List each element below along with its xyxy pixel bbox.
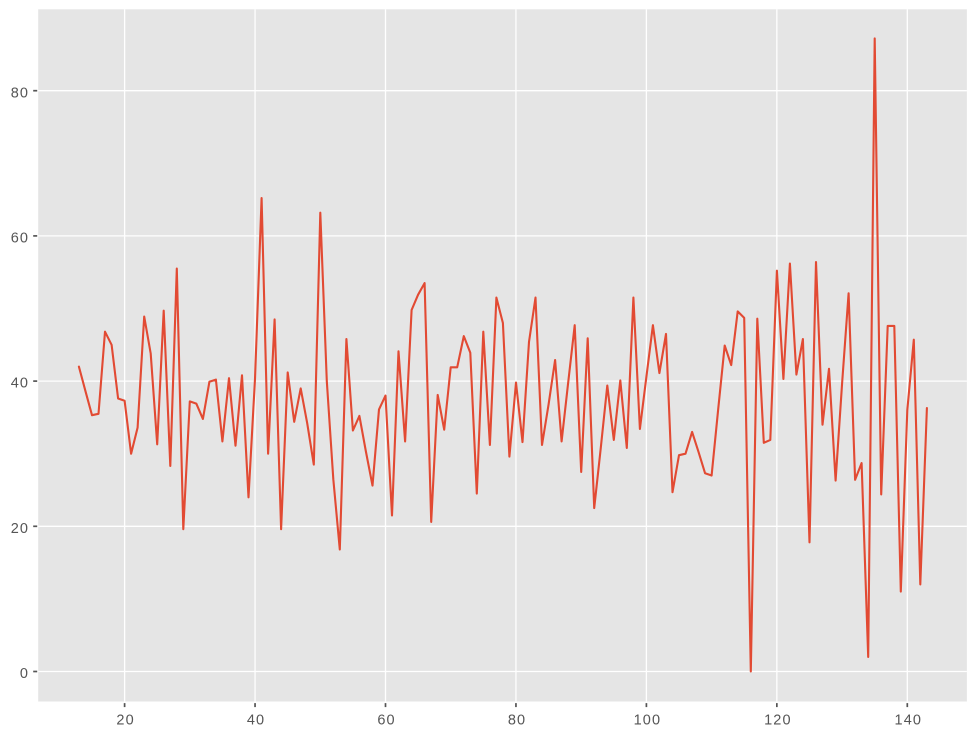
svg-text:40: 40 [247,712,265,728]
svg-text:40: 40 [11,376,29,392]
svg-text:0: 0 [20,666,29,682]
svg-text:80: 80 [508,712,526,728]
svg-text:60: 60 [377,712,395,728]
svg-text:20: 20 [11,521,29,537]
svg-text:120: 120 [764,712,792,728]
svg-text:140: 140 [895,712,923,728]
svg-text:80: 80 [11,85,29,101]
svg-text:20: 20 [116,712,134,728]
svg-text:100: 100 [634,712,662,728]
svg-text:60: 60 [11,231,29,247]
